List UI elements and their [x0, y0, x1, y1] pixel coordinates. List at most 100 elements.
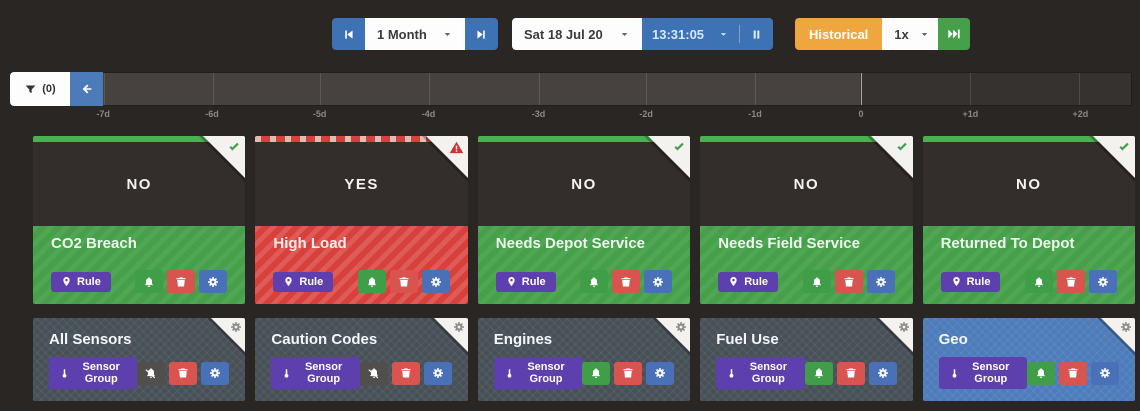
- status-strip: [922, 136, 1135, 142]
- delete-button[interactable]: [1058, 361, 1087, 385]
- notifications-button[interactable]: [804, 361, 833, 385]
- gear-icon: [1097, 276, 1109, 288]
- rule-card-co2-breach[interactable]: NO CO2 Breach Rule: [33, 136, 246, 304]
- settings-button[interactable]: [201, 361, 230, 385]
- rule-badge[interactable]: Rule: [51, 271, 111, 292]
- caret-down-icon: [718, 29, 729, 40]
- date-label: Sat 18 Jul 20: [524, 26, 603, 42]
- settings-button[interactable]: [421, 270, 450, 293]
- settings-button[interactable]: [423, 361, 452, 385]
- sensor-card-caution-codes[interactable]: Caution Codes Sensor Group: [255, 318, 468, 401]
- settings-button[interactable]: [868, 361, 897, 385]
- rule-badge-label: Rule: [966, 275, 991, 288]
- notifications-button[interactable]: [580, 270, 609, 293]
- fast-forward-button[interactable]: [938, 18, 971, 50]
- card-actions: Rule: [273, 270, 450, 293]
- rule-badge[interactable]: Rule: [940, 271, 1001, 292]
- settings-button[interactable]: [1088, 270, 1117, 293]
- sensor-card-engines[interactable]: Engines Sensor Group: [478, 318, 691, 401]
- delete-button[interactable]: [1056, 270, 1085, 293]
- sensor-group-badge[interactable]: Sensor Group: [49, 357, 138, 389]
- rule-badge[interactable]: Rule: [718, 271, 779, 292]
- check-icon: [227, 140, 241, 154]
- card-buttons: [580, 270, 673, 293]
- skip-back-icon: [342, 28, 355, 41]
- period-label: 1 Month: [377, 26, 427, 42]
- card-actions: Sensor Group: [493, 357, 675, 389]
- trash-icon: [400, 367, 412, 379]
- gear-icon: [209, 367, 221, 379]
- rule-card-body: CO2 Breach Rule: [33, 226, 246, 304]
- delete-button[interactable]: [614, 361, 643, 385]
- trash-icon: [175, 276, 187, 288]
- rule-card-needs-depot-service[interactable]: NO Needs Depot Service Rule: [477, 136, 691, 304]
- sensor-card-fuel-use[interactable]: Fuel Use Sensor Group: [700, 318, 913, 401]
- skip-forward-button[interactable]: [465, 18, 498, 50]
- card-actions: Rule: [940, 270, 1117, 293]
- date-select[interactable]: Sat 18 Jul 20: [512, 18, 642, 50]
- skip-back-button[interactable]: [332, 18, 365, 50]
- delete-button[interactable]: [389, 270, 418, 293]
- settings-button[interactable]: [644, 270, 673, 293]
- rule-card-returned-to-depot[interactable]: NO Returned To Depot Rule: [922, 136, 1135, 304]
- speed-select[interactable]: 1x: [882, 18, 939, 50]
- settings-button[interactable]: [199, 270, 228, 293]
- gear-icon: [675, 321, 687, 333]
- rule-badge[interactable]: Rule: [273, 271, 334, 292]
- period-select[interactable]: 1 Month: [365, 18, 465, 50]
- sensor-card-title: Geo: [938, 331, 968, 348]
- delete-button[interactable]: [169, 361, 198, 385]
- card-buttons: [582, 361, 675, 385]
- card-actions: Rule: [51, 270, 228, 293]
- sensor-card-all-sensors[interactable]: All Sensors Sensor Group: [33, 318, 246, 401]
- sensor-group-badge[interactable]: Sensor Group: [716, 357, 805, 389]
- rule-badge[interactable]: Rule: [495, 271, 556, 292]
- timeline-now-marker: [860, 73, 862, 105]
- datetime-controls: Sat 18 Jul 20 13:31:05: [512, 18, 774, 50]
- settings-button[interactable]: [1090, 361, 1119, 385]
- sensor-group-badge[interactable]: Sensor Group: [271, 357, 360, 389]
- sensor-card-geo[interactable]: Geo Sensor Group: [923, 318, 1135, 401]
- rule-card-needs-field-service[interactable]: NO Needs Field Service Rule: [700, 136, 913, 304]
- trash-icon: [398, 276, 410, 288]
- collapse-button[interactable]: [70, 72, 103, 106]
- notifications-muted-button[interactable]: [137, 361, 166, 385]
- fast-forward-icon: [947, 27, 961, 41]
- notifications-button[interactable]: [357, 270, 386, 293]
- delete-button[interactable]: [391, 361, 420, 385]
- delete-button[interactable]: [834, 270, 863, 293]
- back-arrow-icon: [80, 82, 94, 96]
- bell-slash-icon: [145, 367, 157, 379]
- notifications-button[interactable]: [1026, 361, 1055, 385]
- notifications-button[interactable]: [1024, 270, 1053, 293]
- notifications-button[interactable]: [135, 270, 164, 293]
- thermometer-icon: [281, 368, 292, 379]
- settings-button[interactable]: [646, 361, 675, 385]
- bell-icon: [811, 276, 823, 288]
- sensor-group-badge[interactable]: Sensor Group: [938, 357, 1027, 389]
- notifications-button[interactable]: [582, 361, 611, 385]
- sensor-badge-label: Sensor Group: [82, 361, 120, 385]
- gear-icon: [207, 276, 219, 288]
- delete-button[interactable]: [167, 270, 196, 293]
- delete-button[interactable]: [836, 361, 865, 385]
- trash-icon: [622, 367, 634, 379]
- historical-button[interactable]: Historical: [795, 18, 883, 50]
- settings-button[interactable]: [866, 270, 895, 293]
- notifications-muted-button[interactable]: [359, 361, 388, 385]
- time-control[interactable]: 13:31:05: [642, 18, 774, 50]
- sensor-badge-label: Sensor Group: [304, 361, 343, 385]
- filter-button[interactable]: (0): [10, 72, 70, 106]
- rule-card-high-load[interactable]: YES High Load Rule: [255, 136, 468, 304]
- delete-button[interactable]: [612, 270, 641, 293]
- pause-icon[interactable]: [750, 28, 763, 41]
- notifications-button[interactable]: [802, 270, 831, 293]
- timeline-gridline: [538, 73, 540, 105]
- rule-badge-label: Rule: [521, 275, 546, 288]
- timeline-tick-label: +1d: [962, 109, 979, 119]
- rule-pin-icon: [283, 276, 294, 287]
- sensor-group-badge[interactable]: Sensor Group: [493, 357, 583, 389]
- rule-value: NO: [571, 175, 597, 193]
- timeline-track[interactable]: [10, 72, 1132, 106]
- rule-card-body: Returned To Depot Rule: [922, 226, 1135, 304]
